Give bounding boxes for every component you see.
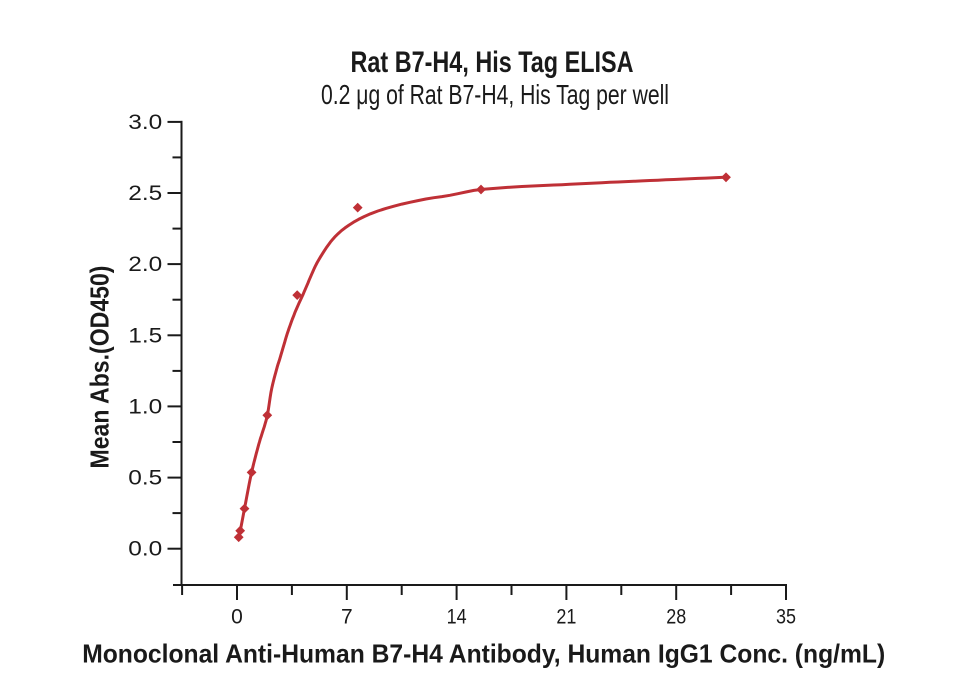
svg-text:2.5: 2.5 (128, 182, 162, 205)
svg-text:0.2 μg of Rat B7-H4, His Tag p: 0.2 μg of Rat B7-H4, His Tag per well (321, 79, 669, 110)
svg-text:7: 7 (341, 606, 353, 629)
svg-text:Rat B7-H4, His Tag ELISA: Rat B7-H4, His Tag ELISA (351, 46, 634, 79)
svg-text:Mean Abs.(OD450): Mean Abs.(OD450) (85, 266, 115, 469)
svg-text:21: 21 (556, 606, 576, 629)
svg-text:0: 0 (231, 606, 243, 629)
svg-text:0.0: 0.0 (128, 538, 162, 561)
svg-text:14: 14 (447, 606, 467, 629)
svg-text:28: 28 (666, 606, 686, 629)
svg-text:3.0: 3.0 (128, 111, 162, 134)
svg-text:0.5: 0.5 (128, 467, 162, 490)
svg-text:35: 35 (776, 606, 796, 629)
svg-text:1.0: 1.0 (128, 395, 162, 418)
svg-text:1.5: 1.5 (128, 324, 162, 347)
svg-text:Monoclonal Anti-Human B7-H4 An: Monoclonal Anti-Human B7-H4 Antibody, Hu… (82, 638, 885, 668)
svg-text:2.0: 2.0 (128, 253, 162, 276)
